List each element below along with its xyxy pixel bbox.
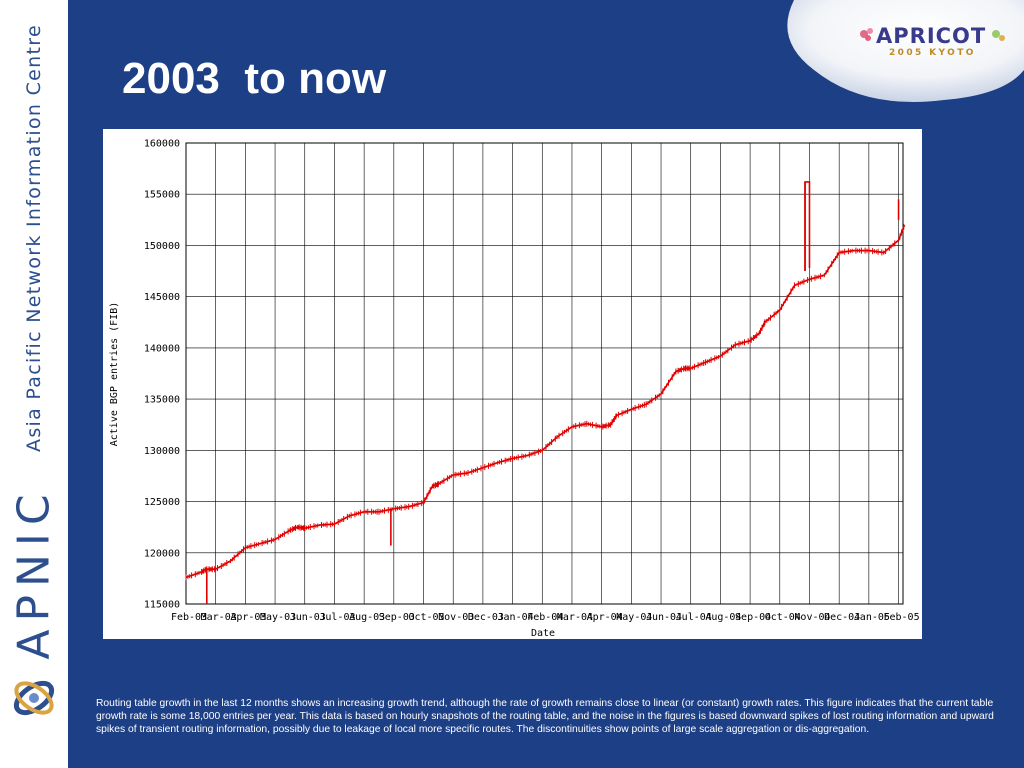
x-tick-label: Mar-03: [201, 612, 237, 623]
x-tick-label: Jan-04: [498, 612, 534, 623]
x-tick-label: Feb-04: [527, 612, 563, 623]
plot-area: [185, 142, 904, 605]
x-tick-label: Oct-03: [408, 612, 444, 623]
x-tick-label: Jun-04: [646, 612, 682, 623]
event-subtitle: 2005 KYOTO: [889, 48, 976, 58]
event-name: APRICOT: [876, 24, 987, 48]
series: [185, 181, 906, 604]
y-tick-label: 155000: [144, 190, 180, 201]
org-name: Asia Pacific Network Information Centre: [23, 24, 45, 452]
x-tick-label: Apr-03: [230, 612, 266, 623]
chart-panel: 115000 120000 125000 130000 135000 140000 1450…: [103, 129, 922, 639]
apricot-blossom-icon: [860, 28, 1005, 41]
y-axis: 115000 120000 125000 130000 135000 140000 1450…: [144, 139, 180, 611]
x-tick-label: Mar-04: [557, 612, 593, 623]
x-tick-label: Dec-03: [468, 612, 504, 623]
x-tick-label: Feb-03: [171, 612, 207, 623]
x-tick-label: Feb-05: [883, 612, 919, 623]
x-tick-label: Jun-03: [290, 612, 326, 623]
x-tick-label: May-04: [616, 612, 652, 623]
y-tick-label: 135000: [144, 395, 180, 406]
x-tick-label: Nov-03: [438, 612, 474, 623]
bgp-growth-chart: 115000 120000 125000 130000 135000 140000 1450…: [109, 139, 920, 640]
y-tick-label: 130000: [144, 446, 180, 457]
series-noise: [185, 223, 905, 581]
x-tick-label: May-03: [260, 612, 296, 623]
x-tick-label: Aug-03: [349, 612, 385, 623]
x-tick-label: Dec-04: [824, 612, 860, 623]
y-tick-label: 145000: [144, 292, 180, 303]
y-tick-label: 115000: [144, 600, 180, 611]
x-tick-label: Jan-05: [854, 612, 890, 623]
y-tick-label: 160000: [144, 139, 180, 150]
x-tick-label: Oct-04: [765, 612, 801, 623]
sidebar: Asia Pacific Network Information Centre …: [0, 0, 68, 768]
grid: [185, 142, 904, 605]
x-tick-label: Aug-04: [705, 612, 741, 623]
y-tick-label: 120000: [144, 548, 180, 559]
cloud-decoration: [787, 0, 1024, 102]
apnic-logo-icon: [13, 680, 55, 716]
series-spike: [804, 181, 811, 272]
slide-caption: Routing table growth in the last 12 mont…: [96, 698, 994, 736]
y-tick-label: 150000: [144, 241, 180, 252]
x-tick-label: Apr-04: [587, 612, 623, 623]
slide-title: 2003 to now: [122, 54, 387, 103]
x-tick-label: Sep-04: [735, 612, 771, 623]
x-tick-label: Sep-03: [379, 612, 415, 623]
x-axis: Feb-03Mar-03Apr-03May-03Jun-03Jul-03Aug-…: [171, 612, 920, 623]
x-tick-label: Nov-04: [794, 612, 830, 623]
y-tick-label: 140000: [144, 343, 180, 354]
x-axis-label: Date: [531, 628, 555, 639]
y-tick-label: 125000: [144, 497, 180, 508]
x-tick-label: Jul-03: [319, 612, 355, 623]
brand-wordmark: APNIC: [8, 486, 60, 660]
y-axis-label: Active BGP entries (FIB): [109, 302, 120, 447]
x-tick-label: Jul-04: [676, 612, 712, 623]
